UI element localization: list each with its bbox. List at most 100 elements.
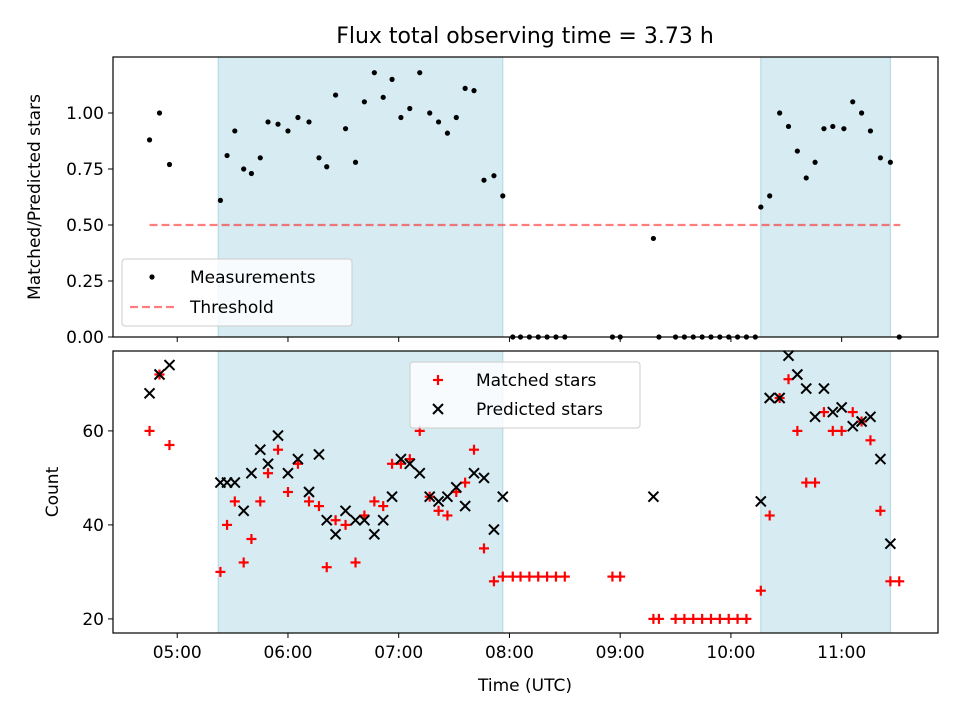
matched-star-point [679, 613, 690, 624]
matched-star-point [801, 477, 812, 488]
measurement-point [389, 76, 395, 82]
bottom-axes-frame [112, 350, 939, 634]
predicted-star-point [441, 490, 454, 503]
matched-star-point [164, 440, 175, 450]
top-y-tick-label: 0.25 [66, 272, 104, 292]
measurement-point [248, 170, 255, 177]
measurement-point [265, 119, 271, 125]
matched-star-point [885, 576, 896, 587]
matched-star-point [282, 487, 293, 497]
predicted-star-point [468, 467, 480, 479]
matched-star-point [559, 571, 570, 582]
predicted-star-point [791, 368, 804, 381]
top-y-axis-label: Matched/Predicted stars [25, 94, 45, 300]
measurement-point [887, 159, 893, 165]
predicted-star-point [755, 495, 767, 508]
measurement-point [285, 128, 291, 134]
measurement-point [316, 155, 322, 161]
measurement-point [324, 164, 330, 170]
matched-star-point [387, 458, 398, 469]
measurement-point [444, 130, 451, 136]
measurement-point [398, 114, 404, 121]
x-tick-label: 09:00 [596, 643, 645, 663]
measurement-point [224, 152, 230, 159]
measurement-point [758, 204, 764, 210]
matched-star-point [340, 519, 351, 530]
top-y-tick-label: 1.00 [66, 104, 104, 124]
predicted-star-point [321, 514, 333, 526]
measurement-point [295, 114, 301, 121]
predicted-star-point [782, 349, 795, 362]
predicted-star-point [478, 472, 490, 484]
x-tick-label: 11:00 [817, 643, 866, 663]
matched-star-point [460, 477, 471, 488]
measurement-point [427, 110, 433, 116]
top-legend: Measurements Threshold [121, 258, 353, 327]
predicted-star-point [395, 453, 407, 465]
predicted-star-point [432, 495, 445, 508]
matched-star-point [524, 571, 535, 582]
measurement-point [166, 161, 173, 168]
matched-star-point [255, 496, 266, 507]
top-axes-frame [112, 56, 939, 338]
matched-star-point [741, 613, 752, 624]
measurement-point [407, 105, 413, 112]
predicted-star-point [424, 490, 436, 503]
measurement-point [257, 155, 263, 161]
measurement-point [877, 155, 884, 161]
top-y-tick-label: 0.75 [66, 160, 104, 180]
predicted-star-point [488, 523, 500, 536]
predicted-star-point [368, 528, 381, 541]
predicted-star-point [329, 528, 342, 541]
bottom-legend: Matched stars Predicted stars [409, 361, 641, 429]
predicted-star-point [459, 500, 471, 512]
legend-predicted-label: Predicted stars [476, 400, 603, 420]
matched-star-point [653, 613, 664, 624]
measurement-point [858, 110, 865, 116]
bottom-x-ticks: 05:00 06:00 07:00 08:00 09:00 10:00 11:00 [153, 633, 866, 663]
bottom-panel: 05:00 06:00 07:00 08:00 09:00 10:00 11:00 20 40… [43, 349, 939, 696]
predicted-star-point [358, 514, 371, 526]
measurement-point [146, 137, 153, 143]
matched-star-point [723, 613, 734, 624]
matched-star-point [515, 571, 526, 582]
measurement-point [361, 99, 367, 105]
measurement-point [156, 110, 163, 116]
measurement-point [217, 197, 224, 203]
matched-star-point [304, 496, 315, 507]
matched-star-point [894, 576, 905, 587]
matched-star-point [792, 425, 803, 436]
measurement-point [841, 126, 847, 132]
top-shaded-interval-2 [760, 56, 891, 338]
matched-star-point [330, 515, 341, 526]
predicted-star-point [254, 443, 266, 456]
matched-star-point [875, 505, 886, 516]
bottom-y-tick-label: 40 [82, 516, 104, 536]
predicted-star-point [153, 368, 166, 381]
predicted-star-point [809, 411, 821, 423]
matched-star-point [469, 444, 480, 455]
matched-star-point [222, 519, 233, 530]
matched-star-point [246, 534, 257, 544]
matched-star-point [433, 505, 444, 516]
x-tick-label: 06:00 [263, 643, 312, 663]
matched-star-point [313, 501, 324, 512]
bottom-y-axis-label: Count [43, 466, 63, 517]
predicted-star-point [339, 505, 352, 517]
measurement-point [332, 92, 339, 98]
bottom-y-tick-label: 20 [82, 610, 104, 630]
predicted-star-point [763, 392, 776, 404]
matched-star-point [764, 510, 775, 521]
matched-star-point [215, 566, 226, 577]
matched-star-point [542, 571, 553, 582]
legend-measurements-label: Measurements [190, 268, 316, 288]
measurement-point [352, 159, 359, 165]
predicted-star-point [800, 382, 812, 395]
legend-measurement-marker [149, 274, 155, 280]
matched-star-point [732, 613, 743, 624]
measurement-point [803, 175, 809, 181]
predicted-star-point [292, 453, 304, 465]
predicted-star-markers [143, 349, 897, 550]
measurement-point [767, 193, 773, 199]
